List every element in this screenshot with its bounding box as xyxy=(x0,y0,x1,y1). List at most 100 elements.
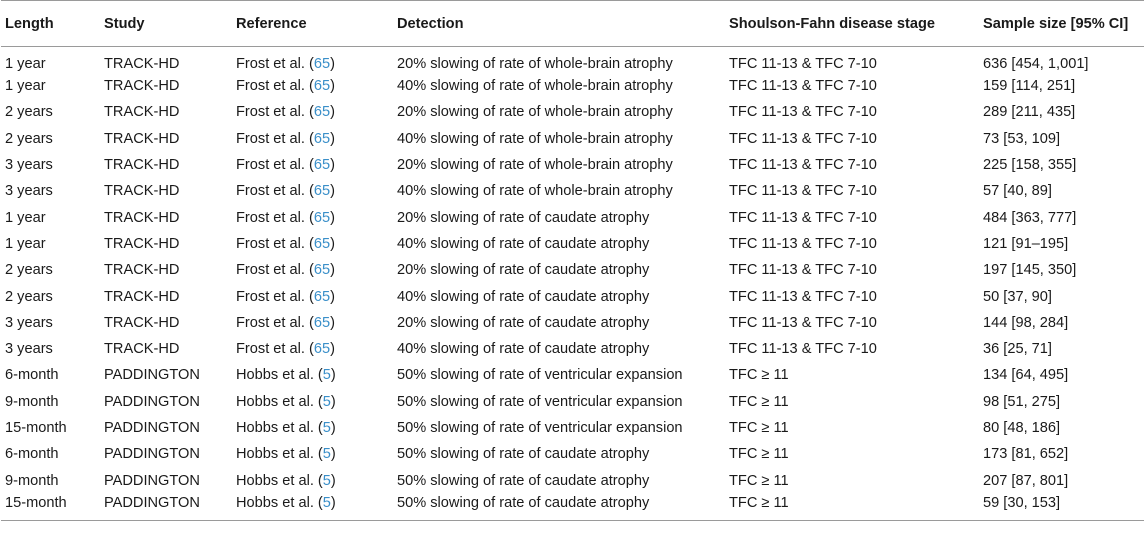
cell-detection: 40% slowing of rate of caudate atrophy xyxy=(397,288,650,305)
cell-disease-stage: TFC 11-13 & TFC 7-10 xyxy=(729,104,877,121)
reference-author: Frost et al. ( xyxy=(236,341,314,358)
reference-author: Frost et al. ( xyxy=(236,56,314,72)
table-row: 15-month PADDINGTON Hobbs et al. (5) 50% sl… xyxy=(1,493,1144,521)
cell-detection: 50% slowing of rate of caudate atrophy xyxy=(397,493,729,521)
cell-length: 2 years xyxy=(5,130,53,147)
citation-link[interactable]: 5 xyxy=(322,472,331,489)
citation-link[interactable]: 65 xyxy=(313,104,331,121)
cell-reference: Frost et al. (65) xyxy=(236,231,397,257)
citation-link[interactable]: 65 xyxy=(313,183,331,200)
cell-disease-stage: TFC 11-13 & TFC 7-10 xyxy=(729,288,877,305)
citation-link[interactable]: 65 xyxy=(313,157,331,174)
cell-sample-size: 57 [40, 89] xyxy=(983,183,1052,200)
cell-disease-stage: TFC 11-13 & TFC 7-10 xyxy=(729,183,877,200)
cell-disease-stage: TFC 11-13 & TFC 7-10 xyxy=(729,209,877,226)
table-row: 3 years TRACK-HD Frost et al. (65) 40% slow… xyxy=(1,178,1144,204)
table-row: 3 years TRACK-HD Frost et al. (65) 20% slow… xyxy=(1,310,1144,336)
cell-reference: Hobbs et al. (5) xyxy=(236,493,397,521)
header-study: Study xyxy=(104,0,236,47)
cell-sample-size: 636 [454, 1,001] xyxy=(983,56,1089,72)
reference-close-paren: ) xyxy=(330,104,335,121)
cell-detection: 40% slowing of rate of caudate atrophy xyxy=(397,341,650,358)
reference-close-paren: ) xyxy=(330,130,335,147)
cell-disease-stage: TFC 11-13 & TFC 7-10 xyxy=(729,235,877,252)
cell-study: TRACK-HD xyxy=(104,78,180,95)
reference-author: Hobbs et al. ( xyxy=(236,494,323,511)
cell-reference: Hobbs et al. (5) xyxy=(236,389,397,415)
citation-link[interactable]: 5 xyxy=(322,446,331,463)
citation-link[interactable]: 65 xyxy=(313,288,331,305)
cell-disease-stage: TFC ≥ 11 xyxy=(729,446,789,463)
cell-study: TRACK-HD xyxy=(104,209,180,226)
citation-link[interactable]: 5 xyxy=(322,494,331,511)
cell-detection: 20% slowing of rate of caudate atrophy xyxy=(397,209,650,226)
cell-study: TRACK-HD xyxy=(104,314,180,331)
cell-detection: 20% slowing of rate of whole-brain atrop… xyxy=(397,104,673,121)
header-sample-size: Sample size [95% CI] xyxy=(983,0,1144,47)
header-detection: Detection xyxy=(397,0,729,47)
table-row: 2 years TRACK-HD Frost et al. (65) 20% slow… xyxy=(1,99,1144,125)
cell-length: 3 years xyxy=(5,183,53,200)
cell-study: TRACK-HD xyxy=(104,183,180,200)
citation-link[interactable]: 5 xyxy=(322,420,331,436)
cell-sample-size: 121 [91–195] xyxy=(983,235,1069,252)
cell-disease-stage: TFC 11-13 & TFC 7-10 xyxy=(729,314,877,331)
cell-study: PADDINGTON xyxy=(104,420,200,436)
table-row: 2 years TRACK-HD Frost et al. (65) 40% slow… xyxy=(1,283,1144,309)
cell-study: PADDINGTON xyxy=(104,446,200,463)
cell-study: TRACK-HD xyxy=(104,262,180,279)
citation-link[interactable]: 65 xyxy=(313,130,331,147)
cell-sample-size: 197 [145, 350] xyxy=(983,262,1077,279)
citation-link[interactable]: 65 xyxy=(313,314,331,331)
citation-link[interactable]: 65 xyxy=(313,78,331,95)
cell-study: TRACK-HD xyxy=(104,104,180,121)
cell-detection: 40% slowing of rate of whole-brain atrop… xyxy=(397,130,673,147)
cell-disease-stage: TFC ≥ 11 xyxy=(729,367,789,384)
citation-link[interactable]: 65 xyxy=(313,209,331,226)
cell-reference: Frost et al. (65) xyxy=(236,336,397,362)
reference-close-paren: ) xyxy=(330,393,336,410)
reference-close-paren: ) xyxy=(330,56,335,72)
cell-detection: 20% slowing of rate of caudate atrophy xyxy=(397,314,650,331)
citation-link[interactable]: 65 xyxy=(313,235,331,252)
cell-study: PADDINGTON xyxy=(104,367,200,384)
citation-link[interactable]: 5 xyxy=(322,393,331,410)
citation-link[interactable]: 65 xyxy=(313,341,331,358)
cell-study: PADDINGTON xyxy=(104,393,200,410)
reference-close-paren: ) xyxy=(330,262,335,279)
citation-link[interactable]: 65 xyxy=(313,56,331,72)
cell-detection: 50% slowing of rate of caudate atrophy xyxy=(397,472,650,489)
reference-author: Hobbs et al. ( xyxy=(236,420,323,436)
cell-study: TRACK-HD xyxy=(104,130,180,147)
citation-link[interactable]: 65 xyxy=(313,262,331,279)
table-body: 1 year TRACK-HD Frost et al. (65) 20% slowi… xyxy=(1,47,1144,521)
cell-length: 15-month xyxy=(5,420,67,436)
reference-author: Frost et al. ( xyxy=(236,130,314,147)
cell-sample-size: 134 [64, 495] xyxy=(983,367,1069,384)
reference-author: Hobbs et al. ( xyxy=(236,446,323,463)
cell-reference: Frost et al. (65) xyxy=(236,178,397,204)
cell-detection: 50% slowing of rate of ventricular expan… xyxy=(397,367,683,384)
cell-length: 1 year xyxy=(5,209,46,226)
cell-length: 2 years xyxy=(5,104,53,121)
header-disease-stage: Shoulson-Fahn disease stage xyxy=(729,0,983,47)
cell-study: TRACK-HD xyxy=(104,56,180,72)
reference-close-paren: ) xyxy=(330,183,335,200)
header-length: Length xyxy=(1,0,104,47)
cell-length: 3 years xyxy=(5,341,53,358)
cell-reference: Frost et al. (65) xyxy=(236,257,397,283)
cell-reference: Frost et al. (65) xyxy=(236,47,397,74)
cell-detection: 40% slowing of rate of whole-brain atrop… xyxy=(397,183,673,200)
cell-reference: Hobbs et al. (5) xyxy=(236,441,397,467)
cell-disease-stage: TFC ≥ 11 xyxy=(729,472,789,489)
reference-close-paren: ) xyxy=(330,341,335,358)
cell-study: PADDINGTON xyxy=(104,472,200,489)
cell-reference: Frost et al. (65) xyxy=(236,204,397,230)
reference-close-paren: ) xyxy=(330,78,335,95)
cell-reference: Frost et al. (65) xyxy=(236,126,397,152)
reference-close-paren: ) xyxy=(330,288,335,305)
reference-author: Frost et al. ( xyxy=(236,314,314,331)
cell-length: 2 years xyxy=(5,288,53,305)
citation-link[interactable]: 5 xyxy=(322,367,331,384)
cell-study: TRACK-HD xyxy=(104,288,180,305)
